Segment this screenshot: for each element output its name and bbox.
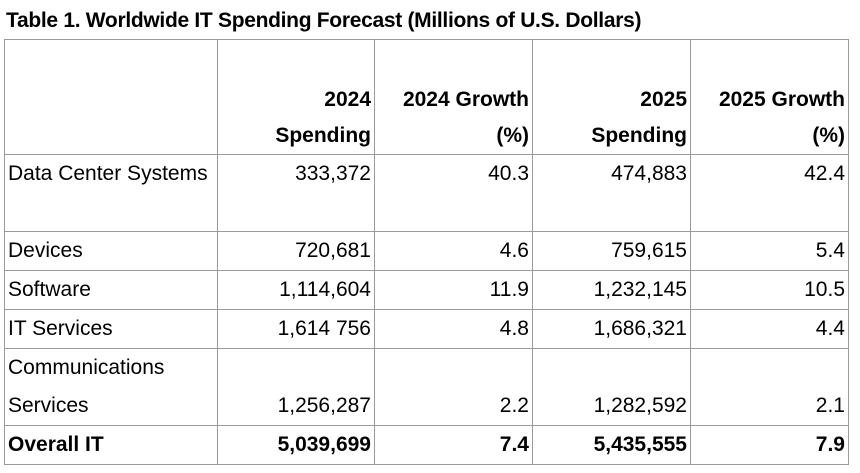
- table-row: Devices 720,681 4.6 759,615 5.4: [4, 231, 849, 271]
- header-2025-growth-line2: (%): [812, 124, 845, 147]
- cell-2024-growth: 2.2: [374, 348, 533, 426]
- cell-2024-growth: 4.8: [374, 309, 533, 349]
- row-label: Software: [4, 270, 218, 310]
- cell-2025-spending: 1,686,321: [532, 309, 691, 349]
- table-row: Communications Services 1,256,287 2.2 1,…: [4, 348, 849, 426]
- cell-2025-spending: 1,232,145: [532, 270, 691, 310]
- cell-2025-spending: 474,883: [532, 154, 691, 232]
- header-2024-growth-line2: (%): [496, 124, 529, 147]
- cell-2024-spending: 333,372: [217, 154, 375, 232]
- cell-2024-growth: 4.6: [374, 231, 533, 271]
- header-2024-spending-line2: Spending: [275, 124, 371, 147]
- header-2025-growth-line1: 2025 Growth: [718, 88, 845, 111]
- cell-2025-growth: 42.4: [690, 154, 849, 232]
- header-2024-growth-line1: 2024 Growth: [402, 88, 529, 111]
- cell-2025-growth: 10.5: [690, 270, 849, 310]
- header-2025-growth: 2025 Growth (%): [690, 39, 849, 155]
- row-label: Devices: [4, 231, 218, 271]
- total-2024-spending: 5,039,699: [217, 425, 375, 465]
- cell-2024-spending: 1,256,287: [217, 348, 375, 426]
- total-2024-growth: 7.4: [374, 425, 533, 465]
- header-2025-spending-line1: 2025: [640, 88, 687, 111]
- header-cell-empty: [4, 39, 218, 155]
- total-label: Overall IT: [4, 425, 218, 465]
- table-row: IT Services 1,614 756 4.8 1,686,321 4.4: [4, 309, 849, 349]
- header-row: 2024 Spending 2024 Growth (%) 2025 Spend…: [4, 39, 849, 155]
- cell-2025-growth: 4.4: [690, 309, 849, 349]
- header-2025-spending-line2: Spending: [591, 124, 687, 147]
- cell-2025-spending: 759,615: [532, 231, 691, 271]
- header-2024-spending: 2024 Spending: [217, 39, 375, 155]
- row-label: Communications Services: [4, 348, 218, 426]
- cell-2025-growth: 5.4: [690, 231, 849, 271]
- header-2024-spending-line1: 2024: [324, 88, 371, 111]
- cell-2024-growth: 11.9: [374, 270, 533, 310]
- cell-2024-spending: 1,614 756: [217, 309, 375, 349]
- cell-2024-growth: 40.3: [374, 154, 533, 232]
- table-row: Data Center Systems 333,372 40.3 474,883…: [4, 154, 849, 232]
- total-2025-spending: 5,435,555: [532, 425, 691, 465]
- table-row: Software 1,114,604 11.9 1,232,145 10.5: [4, 270, 849, 310]
- header-2024-growth: 2024 Growth (%): [374, 39, 533, 155]
- cell-2025-growth: 2.1: [690, 348, 849, 426]
- total-row: Overall IT 5,039,699 7.4 5,435,555 7.9: [4, 425, 849, 465]
- it-spending-table: 2024 Spending 2024 Growth (%) 2025 Spend…: [4, 39, 849, 465]
- table-title: Table 1. Worldwide IT Spending Forecast …: [6, 9, 642, 32]
- row-label: Data Center Systems: [4, 154, 218, 232]
- row-label: IT Services: [4, 309, 218, 349]
- cell-2024-spending: 1,114,604: [217, 270, 375, 310]
- header-2025-spending: 2025 Spending: [532, 39, 691, 155]
- cell-2025-spending: 1,282,592: [532, 348, 691, 426]
- total-2025-growth: 7.9: [690, 425, 849, 465]
- cell-2024-spending: 720,681: [217, 231, 375, 271]
